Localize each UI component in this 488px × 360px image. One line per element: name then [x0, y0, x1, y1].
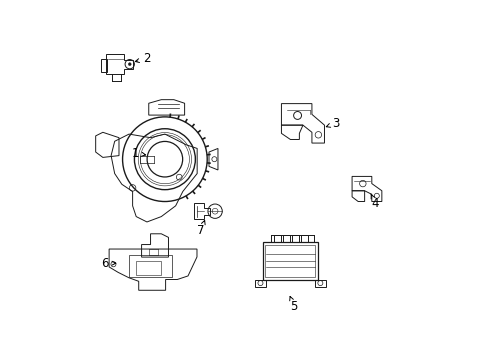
Bar — [265, 245, 315, 276]
Bar — [101, 59, 106, 72]
Bar — [136, 261, 161, 275]
Bar — [292, 235, 298, 242]
Circle shape — [128, 63, 131, 66]
Bar — [283, 235, 289, 242]
Bar — [128, 255, 171, 276]
Text: 2: 2 — [135, 52, 150, 65]
Bar — [301, 235, 307, 242]
Text: 6: 6 — [102, 257, 116, 270]
Text: 3: 3 — [325, 117, 339, 130]
Bar — [274, 235, 280, 242]
Text: 1: 1 — [131, 147, 145, 159]
Text: 4: 4 — [370, 194, 378, 210]
Text: 5: 5 — [289, 296, 297, 313]
Text: 7: 7 — [197, 220, 204, 238]
Bar — [262, 242, 318, 279]
